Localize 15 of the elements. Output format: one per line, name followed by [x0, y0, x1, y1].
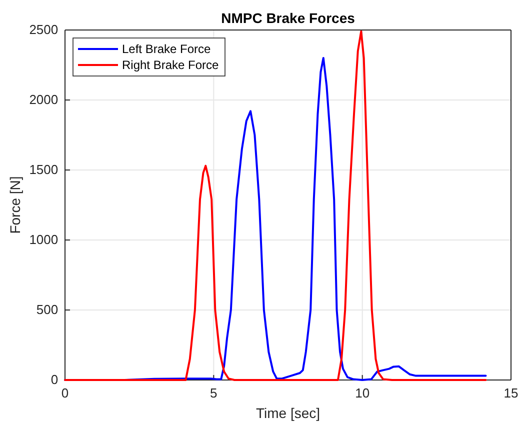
y-tick-label: 1000 — [29, 232, 58, 248]
x-tick-label: 5 — [210, 385, 218, 400]
y-tick-label: 500 — [36, 302, 58, 318]
y-tick-label: 0 — [50, 372, 58, 388]
x-tick-label: 10 — [355, 385, 370, 400]
y-tick-label: 1500 — [29, 162, 58, 178]
y-axis-title: Force [N] — [7, 176, 23, 234]
y-tick-label: 2500 — [29, 22, 58, 38]
legend-label: Left Brake Force — [122, 42, 212, 56]
legend-label: Right Brake Force — [122, 58, 220, 72]
y-tick-label: 2000 — [29, 92, 58, 108]
x-axis-title: Time [sec] — [256, 405, 320, 421]
x-tick-label: 0 — [61, 385, 69, 400]
x-tick-label: 15 — [504, 385, 518, 400]
chart-title: NMPC Brake Forces — [221, 10, 356, 26]
